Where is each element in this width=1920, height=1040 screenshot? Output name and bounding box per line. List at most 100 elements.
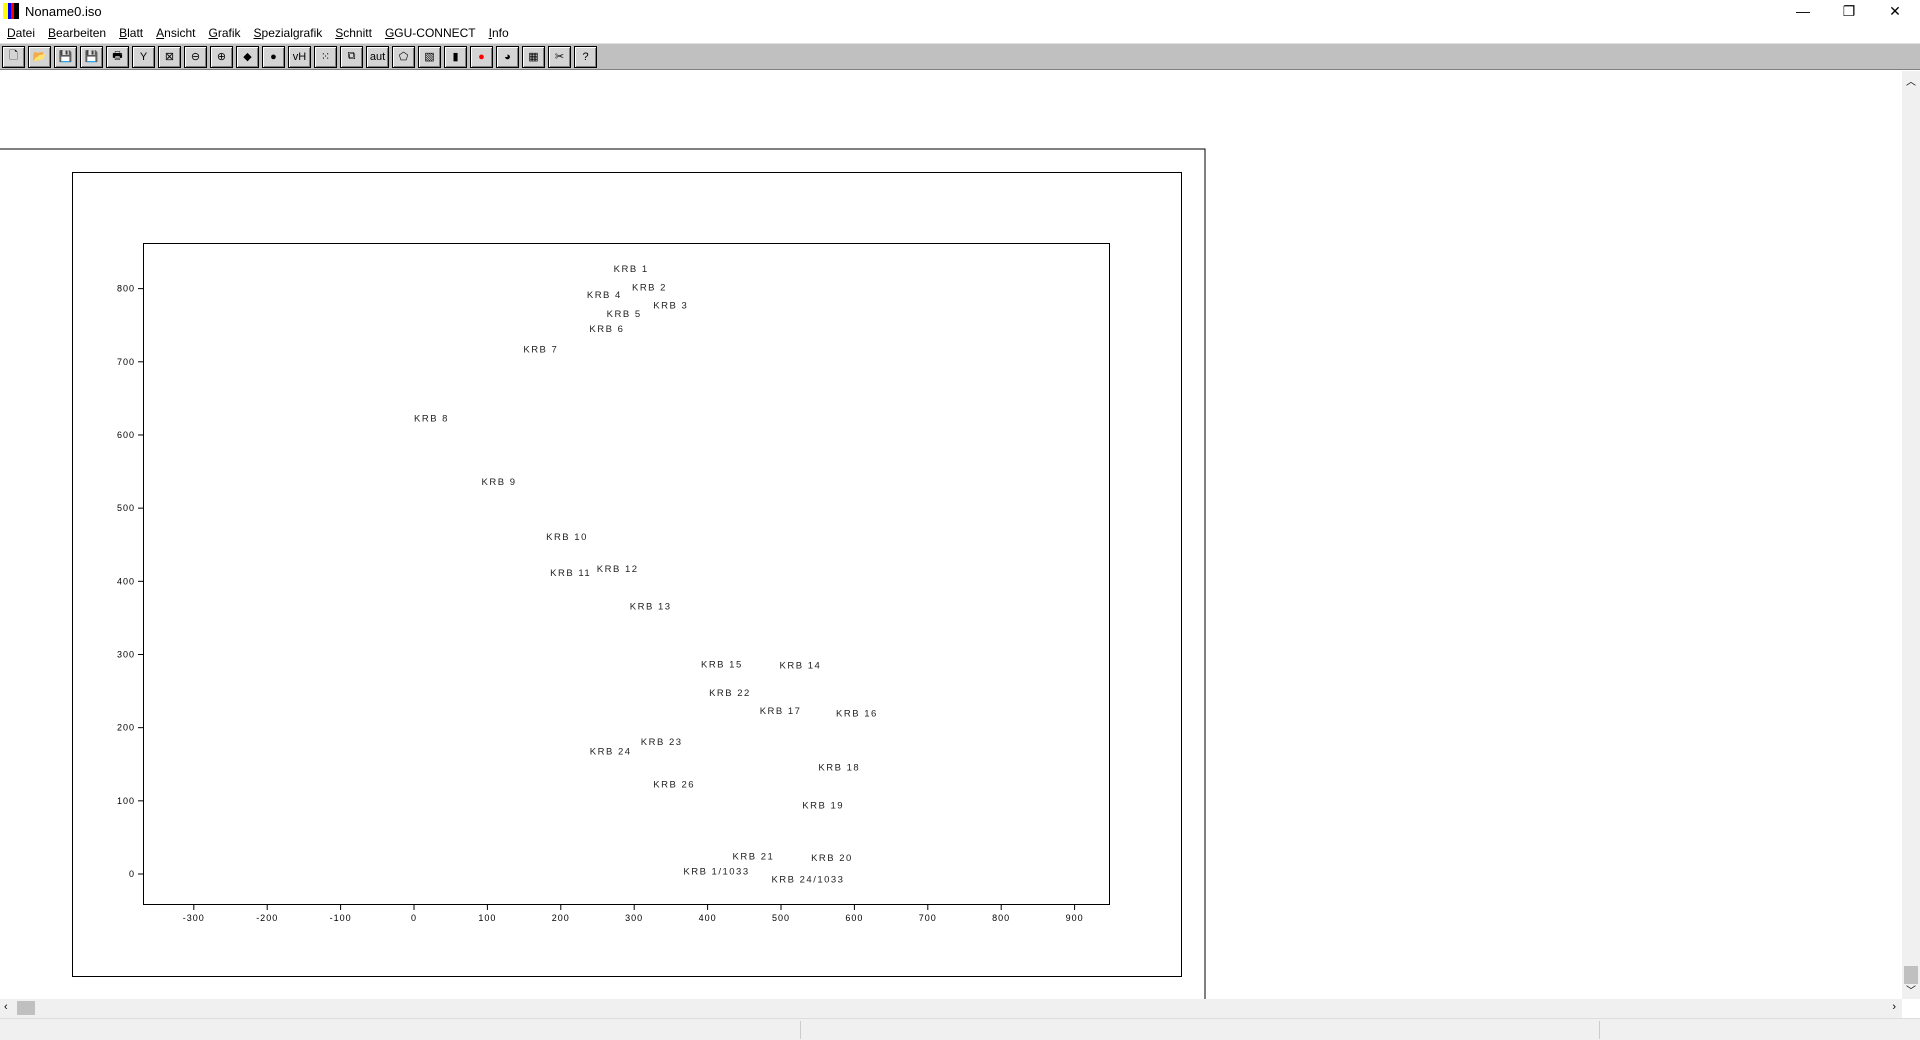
point-label: KRB 12 [597,564,639,575]
y-tick-label: 200 [117,723,135,733]
toolbar: 🗋 📂 💾 💾 🖶 Y ⊠ ⊖ ⊕ ◆ ● vH ⁙ ⧉ aut ⬠ ▧ ▮ ● ◕ ▦ ✂? [0,43,1920,70]
x-tick-label: -100 [330,913,352,923]
x-tick-label: 300 [625,913,643,923]
menu-schnitt[interactable]: Schnitt [335,25,372,40]
aut-button[interactable]: aut [366,45,389,68]
point-label: KRB 5 [607,309,642,320]
copy-button[interactable]: ⧉ [340,45,363,68]
scroll-thumb-h[interactable] [17,1001,35,1015]
save-button[interactable]: 💾 [54,45,77,68]
scroll-right-icon[interactable]: › [1892,1001,1896,1013]
bar-chart-button[interactable]: ▮ [444,45,467,68]
save-as-icon: 💾 [84,51,99,63]
circle-icon: ● [478,50,485,63]
point-label: KRB 1 [614,264,649,275]
legend-button[interactable]: ● [262,45,285,68]
menu-ansicht[interactable]: Ansicht [156,25,196,40]
vertical-scrollbar[interactable]: ︿ ﹀ [1902,71,1920,999]
menu-datei[interactable]: Datei [7,25,36,40]
contour-button[interactable]: ▧ [418,45,441,68]
cut-icon: ✂ [554,51,565,63]
point-label: KRB 21 [733,852,775,863]
table-button[interactable]: ▦ [522,45,545,68]
x-tick-label: 800 [992,913,1010,923]
scroll-up-icon[interactable]: ︿ [1906,77,1916,88]
y-tick-label: 400 [117,576,135,586]
point-label: KRB 9 [482,477,517,488]
horizontal-scrollbar[interactable]: ‹ › [0,999,1902,1018]
restore-button[interactable]: ❐ [1842,3,1856,19]
y-tick-label: 500 [117,503,135,513]
pie-button[interactable]: ◕ [496,45,519,68]
save-as-button[interactable]: 💾 [80,45,103,68]
pie-icon: ◕ [504,50,511,63]
close-button[interactable]: ✕ [1889,3,1901,19]
x-tick-label: 400 [699,913,717,923]
plot: -300 -200 -100 0 100 200 300 400 500 600 700 800 900… [0,148,1206,999]
y-tick-label: 0 [129,869,135,879]
point-label: KRB 18 [818,762,860,773]
vh-button[interactable]: vH [288,45,311,68]
contour-icon: ▧ [424,51,435,63]
polygon-button[interactable]: ⬠ [392,45,415,68]
menu-spezialgrafik[interactable]: Spezialgrafik [253,25,323,40]
status-bar [0,1018,1920,1040]
menu-bearbeiten[interactable]: Bearbeiten [48,25,107,40]
point-label: KRB 10 [546,532,588,543]
point-label: KRB 3 [653,301,688,312]
zoom-reset-icon: ⊠ [164,51,175,63]
x-tick-label: 0 [411,913,417,923]
print-icon: 🖶 [112,50,123,62]
y-tick-label: 700 [117,357,135,367]
x-tick-label: 900 [1066,913,1084,923]
drawing-area[interactable]: -300 -200 -100 0 100 200 300 400 500 600 700 800 900… [0,71,1902,999]
print-button[interactable]: 🖶 [106,45,129,68]
open-button[interactable]: 📂 [28,45,51,68]
zoom-reset-button[interactable]: ⊠ [158,45,181,68]
open-icon: 📂 [32,51,47,63]
menu-grafik[interactable]: Grafik [208,25,241,40]
new-button[interactable]: 🗋 [2,45,25,68]
copy-icon: ⧉ [347,50,356,62]
circle-button[interactable]: ● [470,45,493,68]
zoom-in-button[interactable]: ⊕ [210,45,233,68]
zoom-in-icon: ⊕ [216,51,227,63]
tool-button[interactable]: Y [132,45,155,68]
window-title: Noname0.iso [25,3,102,19]
menu-ggu-connect[interactable]: GGU-CONNECT [384,25,476,40]
x-tick-label: 200 [552,913,570,923]
point-label: KRB 22 [709,688,751,699]
menu-bar: Datei Bearbeiten Blatt Ansicht Grafik Spezial… [0,22,1920,43]
point-label: KRB 1/1033 [683,866,749,877]
cut-button[interactable]: ✂ [548,45,571,68]
scroll-thumb[interactable] [1904,966,1918,984]
shapes-icon: ◆ [243,51,252,63]
point-label: KRB 4 [587,290,622,301]
y-tick-label: 100 [117,796,135,806]
save-icon: 💾 [58,51,73,63]
menu-info[interactable]: Info [488,25,509,40]
point-label: KRB 24 [590,746,632,757]
minimize-button[interactable]: — [1796,3,1810,19]
status-divider [800,1021,801,1039]
point-label: KRB 17 [760,706,802,717]
new-icon: 🗋 [9,50,18,62]
scroll-left-icon[interactable]: ‹ [4,1001,8,1013]
shapes-button[interactable]: ◆ [236,45,259,68]
bar-chart-icon: ▮ [452,51,459,63]
polygon-icon: ⬠ [398,51,409,63]
point-label: KRB 26 [653,779,695,790]
help-button[interactable]: ? [574,45,597,68]
tool-icon: Y [139,50,148,63]
scroll-down-icon[interactable]: ﹀ [1906,986,1916,997]
y-tick-label: 600 [117,430,135,440]
point-label: KRB 16 [836,708,878,719]
x-tick-label: 600 [845,913,863,923]
point-label: KRB 23 [641,737,683,748]
x-tick-label: 700 [919,913,937,923]
x-tick-label: -200 [256,913,278,923]
menu-blatt[interactable]: Blatt [119,25,144,40]
zoom-out-button[interactable]: ⊖ [184,45,207,68]
points-button[interactable]: ⁙ [314,45,337,68]
point-label: KRB 19 [802,800,844,811]
